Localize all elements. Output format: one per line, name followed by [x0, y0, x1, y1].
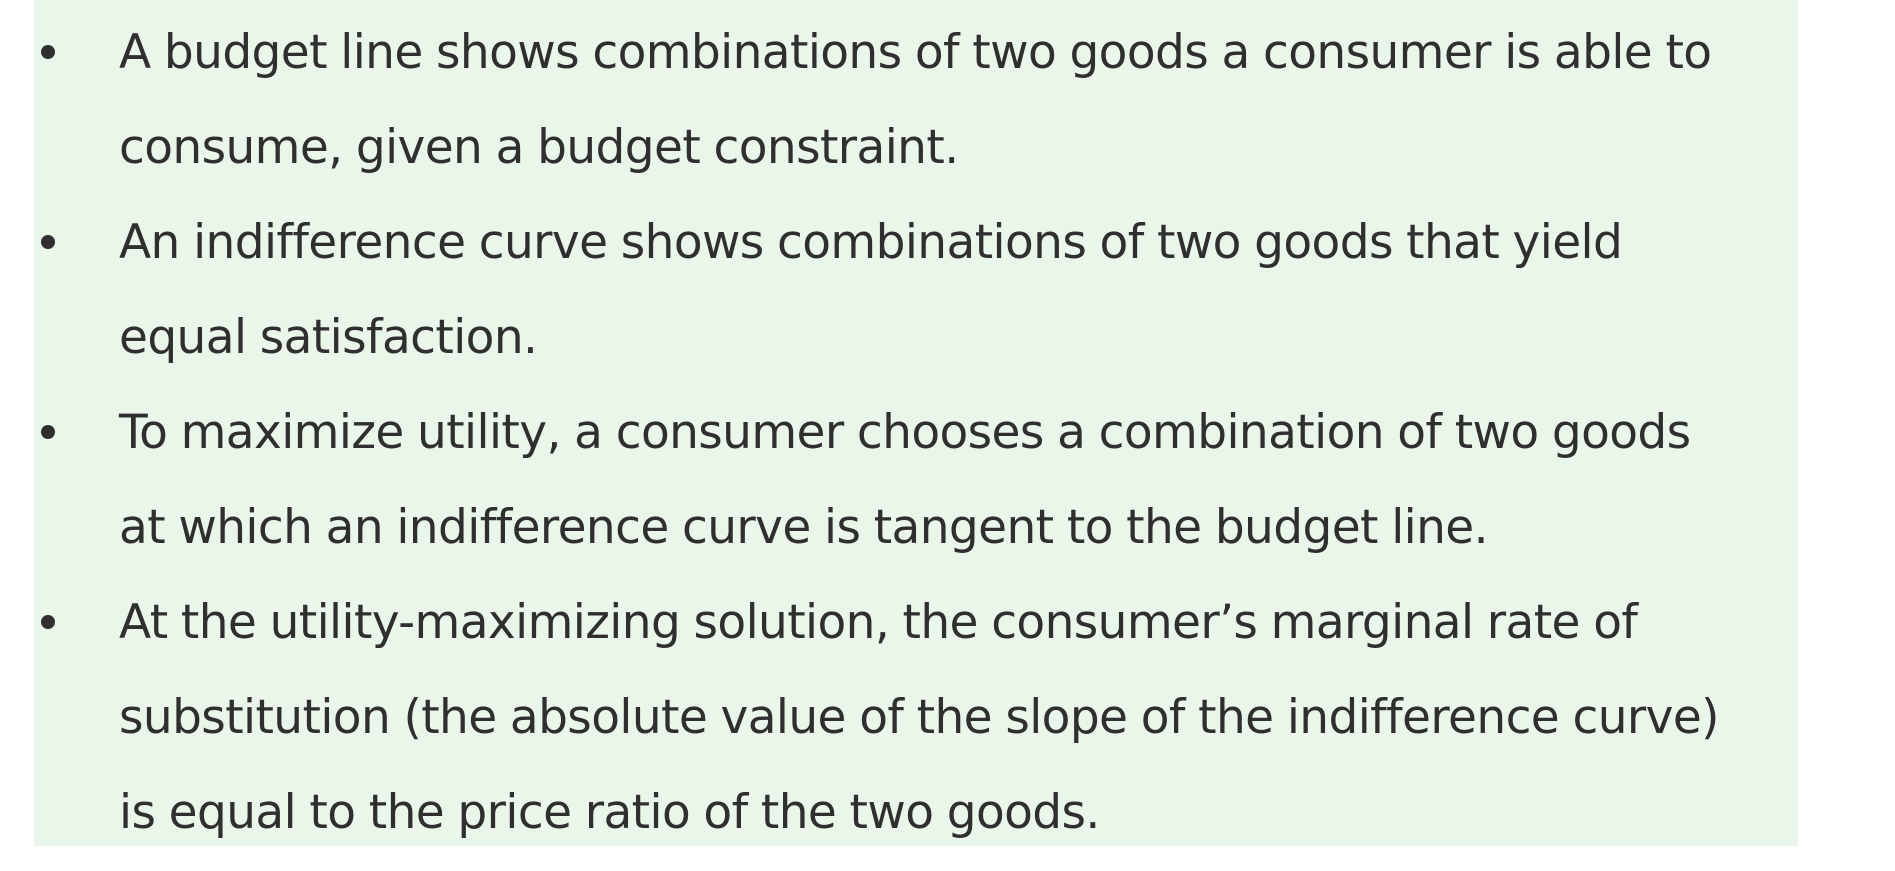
bullet-item-budget-line: A budget line shows combinations of two … — [34, 5, 1798, 195]
bullet-text-line: A budget line shows combinations of two … — [119, 25, 1712, 80]
bullet-item-mrs-solution: At the utility-maximizing solution, the … — [34, 575, 1798, 860]
summary-panel: A budget line shows combinations of two … — [34, 0, 1798, 846]
bullet-text-line: To maximize utility, a consumer chooses … — [119, 405, 1691, 460]
bullet-text-line: at which an indifference curve is tangen… — [119, 500, 1489, 555]
bullet-item-indifference-curve: An indifference curve shows combinations… — [34, 195, 1798, 385]
bullet-text-line: is equal to the price ratio of the two g… — [119, 785, 1100, 840]
bullet-dot-icon — [41, 615, 55, 629]
bullet-text-line: consume, given a budget constraint. — [119, 120, 959, 175]
bullet-dot-icon — [41, 45, 55, 59]
bullet-text-line: substitution (the absolute value of the … — [119, 690, 1719, 745]
bullet-item-maximize-utility: To maximize utility, a consumer chooses … — [34, 385, 1798, 575]
bullet-text-line: equal satisfaction. — [119, 310, 538, 365]
bullet-dot-icon — [41, 425, 55, 439]
bullet-list: A budget line shows combinations of two … — [34, 5, 1798, 860]
bullet-dot-icon — [41, 235, 55, 249]
bullet-text-line: An indifference curve shows combinations… — [119, 215, 1623, 270]
bullet-text-line: At the utility-maximizing solution, the … — [119, 595, 1638, 650]
